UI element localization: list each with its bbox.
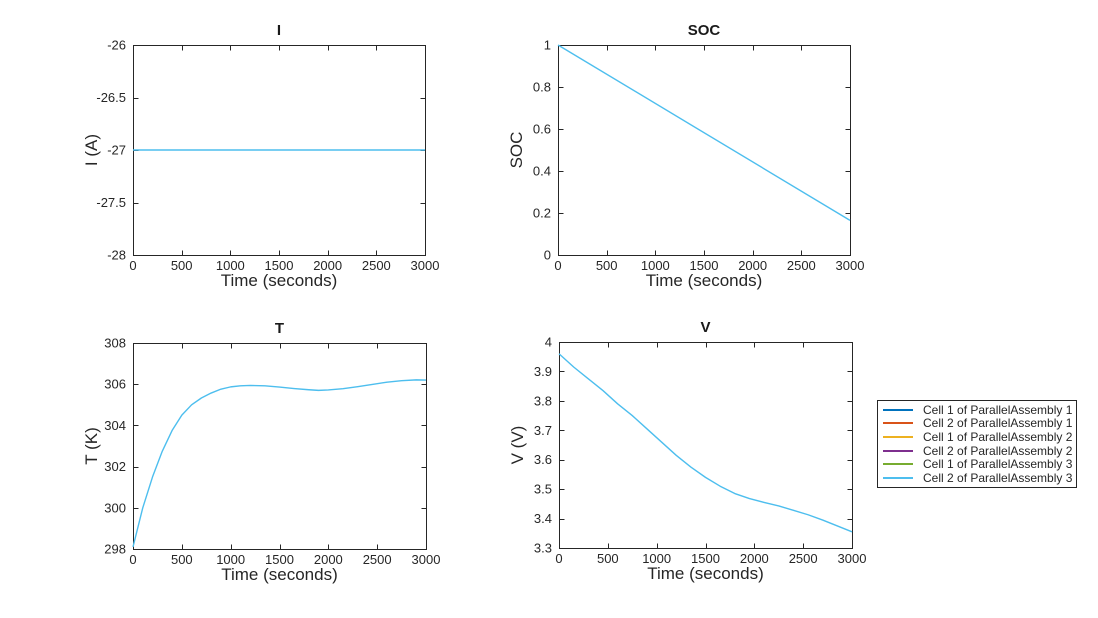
svg-text:302: 302	[104, 459, 126, 474]
chart-SOC-line	[557, 44, 851, 221]
svg-text:0: 0	[554, 258, 561, 273]
svg-text:2000: 2000	[313, 258, 342, 273]
chart-SOC-axes	[558, 45, 851, 256]
legend-line-swatch	[883, 477, 913, 480]
svg-text:2000: 2000	[314, 552, 343, 567]
chart-T-axes	[133, 343, 427, 550]
svg-text:-27: -27	[107, 143, 126, 158]
chart-I-xlabel: Time (seconds)	[220, 271, 338, 290]
legend-entry-label: Cell 2 of ParallelAssembly 3	[923, 471, 1073, 486]
svg-text:1000: 1000	[641, 258, 670, 273]
chart-V-line	[558, 353, 853, 533]
svg-text:3000: 3000	[412, 552, 441, 567]
svg-text:1500: 1500	[691, 551, 720, 566]
chart-T-line	[132, 379, 427, 548]
chart-V-axes	[559, 342, 853, 549]
svg-text:500: 500	[171, 258, 193, 273]
svg-text:1500: 1500	[265, 258, 294, 273]
chart-V-xlabel: Time (seconds)	[647, 564, 764, 583]
chart-V-title: V	[700, 319, 711, 336]
svg-text:3.4: 3.4	[534, 511, 552, 526]
legend-line-swatch	[883, 449, 913, 452]
svg-text:0: 0	[544, 248, 551, 263]
svg-text:-26.5: -26.5	[96, 90, 126, 105]
legend-entry-label: Cell 1 of ParallelAssembly 2	[923, 430, 1073, 445]
svg-text:0.8: 0.8	[533, 80, 551, 95]
svg-text:3000: 3000	[411, 258, 440, 273]
svg-text:2500: 2500	[363, 552, 392, 567]
svg-text:0.2: 0.2	[533, 206, 551, 221]
svg-text:3000: 3000	[836, 258, 865, 273]
svg-text:2500: 2500	[789, 551, 818, 566]
svg-text:500: 500	[171, 552, 193, 567]
svg-text:-27.5: -27.5	[96, 195, 126, 210]
legend-line-swatch	[883, 436, 913, 439]
svg-text:2000: 2000	[740, 551, 769, 566]
chart-T-tick-labels: 0 500 1000 1500 2000 2500 3000 298 300 302 304 306 3…	[104, 336, 440, 568]
chart-T-title: T	[274, 320, 285, 337]
chart-T-xlabel: Time (seconds)	[221, 565, 338, 584]
legend-entry-label: Cell 2 of ParallelAssembly 1	[923, 416, 1073, 431]
svg-text:-28: -28	[107, 248, 126, 263]
chart-V-tick-labels: 0 500 1000 1500 2000 2500 3000 3.3 3.4 3.5 3.6 3.7 3…	[534, 335, 867, 567]
svg-text:3000: 3000	[838, 551, 867, 566]
svg-text:2500: 2500	[787, 258, 816, 273]
svg-text:0.4: 0.4	[533, 164, 551, 179]
svg-text:3.8: 3.8	[534, 393, 552, 408]
svg-text:1000: 1000	[216, 258, 245, 273]
svg-text:0: 0	[129, 552, 136, 567]
legend-line-swatch	[883, 463, 913, 466]
svg-text:3.7: 3.7	[534, 423, 552, 438]
legend-entry-label: Cell 1 of ParallelAssembly 1	[923, 402, 1073, 417]
legend-entry-label: Cell 1 of ParallelAssembly 3	[923, 457, 1073, 472]
chart-I-tick-labels: 0 500 1000 1500 2000 2500 3000 -28 -27.5 -27 -26.5…	[96, 38, 439, 274]
svg-text:0: 0	[129, 258, 136, 273]
svg-text:3.9: 3.9	[534, 364, 552, 379]
legend-entry: Cell 2 of ParallelAssembly 2	[878, 443, 1076, 458]
svg-text:298: 298	[104, 542, 126, 557]
svg-text:3.6: 3.6	[534, 452, 552, 467]
svg-text:1: 1	[544, 38, 551, 53]
chart-I-title: I	[276, 22, 282, 39]
chart-T-ylabel: T (K)	[82, 427, 101, 465]
svg-text:4: 4	[545, 335, 552, 350]
chart-V-ylabel: V (V)	[508, 425, 527, 465]
legend-entry: Cell 1 of ParallelAssembly 1	[878, 402, 1076, 417]
svg-text:304: 304	[104, 418, 126, 433]
svg-text:1000: 1000	[216, 552, 245, 567]
svg-text:2000: 2000	[738, 258, 767, 273]
svg-text:3.3: 3.3	[534, 541, 552, 556]
svg-text:1500: 1500	[690, 258, 719, 273]
svg-text:-26: -26	[107, 38, 126, 53]
legend-entry: Cell 2 of ParallelAssembly 1	[878, 416, 1076, 431]
svg-text:300: 300	[104, 500, 126, 515]
svg-text:3.5: 3.5	[534, 482, 552, 497]
svg-text:306: 306	[104, 377, 126, 392]
svg-text:0.6: 0.6	[533, 122, 551, 137]
legend-entry: Cell 1 of ParallelAssembly 3	[878, 457, 1076, 472]
svg-text:500: 500	[596, 258, 618, 273]
svg-text:1500: 1500	[265, 552, 294, 567]
chart-SOC-tick-labels: 0 500 1000 1500 2000 2500 3000 0 0.2 0.4 0.6 0.8 1	[533, 38, 865, 274]
legend-entry: Cell 1 of ParallelAssembly 2	[878, 430, 1076, 445]
svg-text:1000: 1000	[642, 551, 671, 566]
legend-line-swatch	[883, 422, 913, 425]
chart-SOC-xlabel: Time (seconds)	[645, 271, 763, 290]
legend-box: Cell 1 of ParallelAssembly 1 Cell 2 of Pa…	[877, 400, 1077, 488]
svg-text:308: 308	[104, 336, 126, 351]
svg-text:0: 0	[555, 551, 562, 566]
chart-I-ylabel: I (A)	[82, 133, 101, 167]
legend-line-swatch	[883, 408, 913, 411]
svg-text:500: 500	[597, 551, 619, 566]
legend-entry: Cell 2 of ParallelAssembly 3	[878, 471, 1076, 486]
chart-SOC-ylabel: SOC	[507, 131, 526, 169]
legend-entry-label: Cell 2 of ParallelAssembly 2	[923, 443, 1073, 458]
svg-text:2500: 2500	[362, 258, 391, 273]
chart-SOC-title: SOC	[687, 22, 721, 39]
